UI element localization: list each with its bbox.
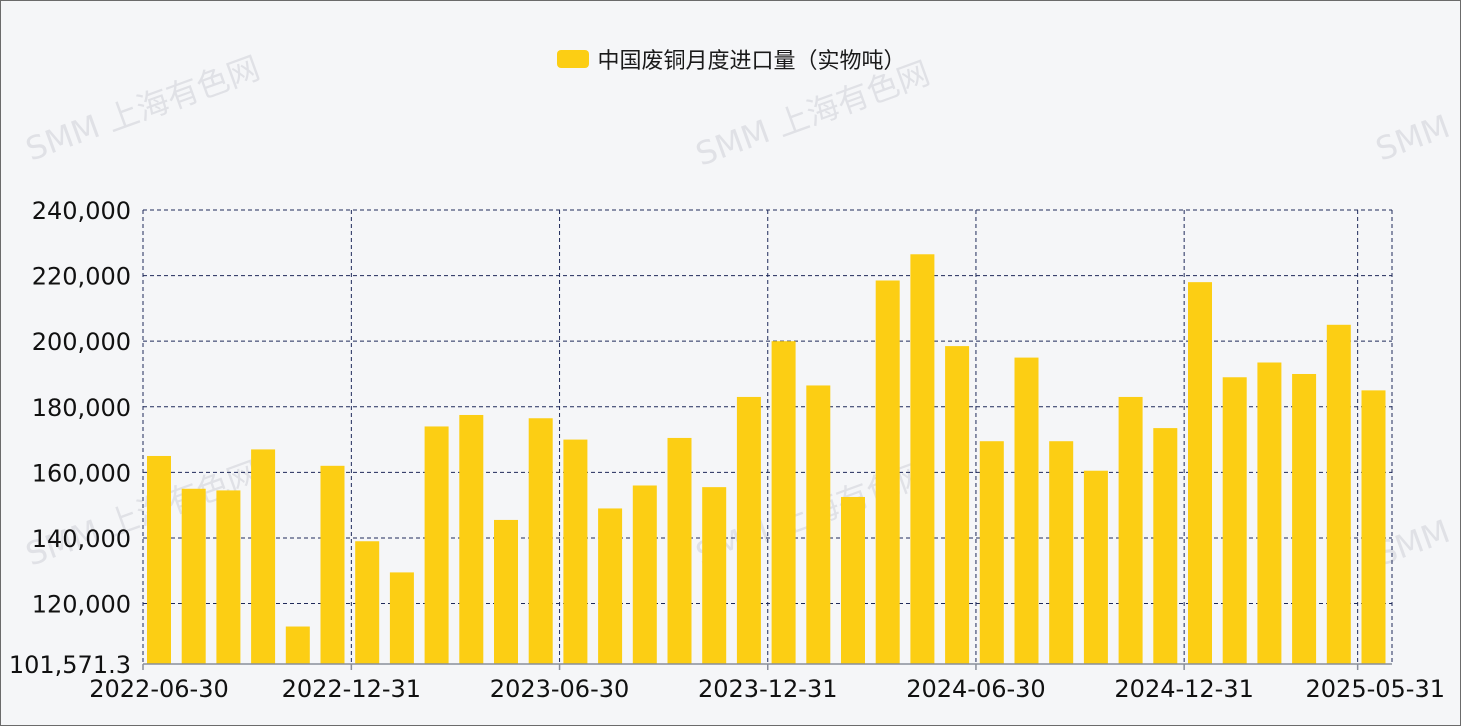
x-tick-label: 2022-12-31 bbox=[282, 675, 421, 703]
bar[interactable]: 2025-02-28: 193500 bbox=[1257, 362, 1282, 664]
bar[interactable]: 2023-05-31: 176500 bbox=[528, 418, 553, 664]
bar[interactable]: 2022-09-30: 167000 bbox=[251, 449, 276, 664]
legend[interactable]: 中国废铜月度进口量（实物吨） bbox=[1, 43, 1461, 75]
bar[interactable]: 2023-06-30: 170000 bbox=[563, 439, 588, 664]
x-tick-label: 2025-05-31 bbox=[1306, 675, 1445, 703]
y-tick-label: 180,000 bbox=[32, 394, 131, 422]
bar[interactable]: 2025-01-31: 189000 bbox=[1222, 377, 1247, 664]
x-tick-label: 2023-06-30 bbox=[490, 675, 629, 703]
legend-swatch bbox=[557, 50, 590, 68]
y-tick-label: 101,571.3 bbox=[9, 651, 131, 679]
bar[interactable]: 2023-01-31: 129500 bbox=[389, 572, 414, 664]
bar[interactable]: 2024-05-31: 198500 bbox=[945, 346, 970, 664]
y-tick-label: 240,000 bbox=[32, 197, 131, 225]
bar[interactable]: 2024-02-29: 152500 bbox=[841, 496, 865, 664]
bar[interactable]: 2023-08-31: 156000 bbox=[632, 485, 657, 664]
x-tick-label: 2024-12-31 bbox=[1114, 675, 1253, 703]
bar[interactable]: 2022-11-30: 162000 bbox=[320, 465, 345, 664]
bar[interactable]: 2024-03-31: 218500 bbox=[875, 280, 900, 664]
bar[interactable]: 2022-10-31: 113000 bbox=[285, 626, 310, 664]
bar[interactable]: 2023-10-31: 155500 bbox=[702, 487, 727, 664]
bar[interactable]: 2024-11-30: 173500 bbox=[1153, 428, 1178, 664]
bar[interactable]: 2023-02-28: 174000 bbox=[424, 426, 449, 664]
bar[interactable]: 2022-07-31: 155000 bbox=[181, 488, 206, 664]
bar[interactable]: 2024-09-30: 160500 bbox=[1083, 470, 1108, 664]
bar[interactable]: 2025-05-31: 185000 bbox=[1361, 390, 1386, 664]
bar[interactable]: 2023-09-30: 170500 bbox=[667, 437, 692, 664]
y-tick-label: 220,000 bbox=[32, 263, 131, 291]
y-tick-label: 160,000 bbox=[32, 459, 131, 487]
y-tick-label: 120,000 bbox=[32, 591, 131, 619]
bar[interactable]: 2022-08-31: 154500 bbox=[216, 490, 241, 664]
legend-label: 中国废铜月度进口量（实物吨） bbox=[597, 49, 906, 74]
bar[interactable]: 2022-06-30: 165000 bbox=[147, 455, 171, 664]
bar[interactable]: 2024-04-30: 226500 bbox=[910, 254, 935, 664]
bar[interactable]: 2023-04-30: 145500 bbox=[494, 519, 518, 664]
bar[interactable]: 2023-12-31: 200000 bbox=[771, 341, 796, 664]
bar[interactable]: 2024-07-31: 195000 bbox=[1014, 357, 1039, 664]
bar[interactable]: 2023-11-30: 183000 bbox=[736, 396, 761, 664]
y-tick-label: 200,000 bbox=[32, 328, 131, 356]
bar[interactable]: 2024-08-31: 169500 bbox=[1049, 441, 1074, 664]
bar[interactable]: 2025-03-31: 190000 bbox=[1292, 373, 1317, 664]
x-tick-label: 2022-06-30 bbox=[89, 675, 228, 703]
bar[interactable]: 2022-12-31: 139000 bbox=[355, 541, 380, 664]
x-tick-label: 2023-12-31 bbox=[698, 675, 837, 703]
x-tick-label: 2024-06-30 bbox=[906, 675, 1045, 703]
bar[interactable]: 2024-12-31: 218000 bbox=[1188, 282, 1212, 664]
bar[interactable]: 2024-10-31: 183000 bbox=[1118, 396, 1143, 664]
y-tick-label: 140,000 bbox=[32, 525, 131, 553]
bar[interactable]: 2024-01-31: 186500 bbox=[806, 385, 831, 664]
bar[interactable]: 2023-07-31: 149000 bbox=[598, 508, 623, 664]
bar[interactable]: 2025-04-30: 205000 bbox=[1326, 324, 1351, 664]
bar[interactable]: 2023-03-31: 177500 bbox=[459, 414, 484, 664]
bar[interactable]: 2024-06-30: 169500 bbox=[979, 441, 1004, 664]
